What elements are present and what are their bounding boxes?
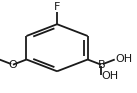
Text: OH: OH	[115, 54, 132, 64]
Text: B: B	[97, 60, 105, 70]
Text: OH: OH	[102, 71, 119, 81]
Text: O: O	[9, 60, 17, 70]
Text: F: F	[54, 2, 60, 12]
